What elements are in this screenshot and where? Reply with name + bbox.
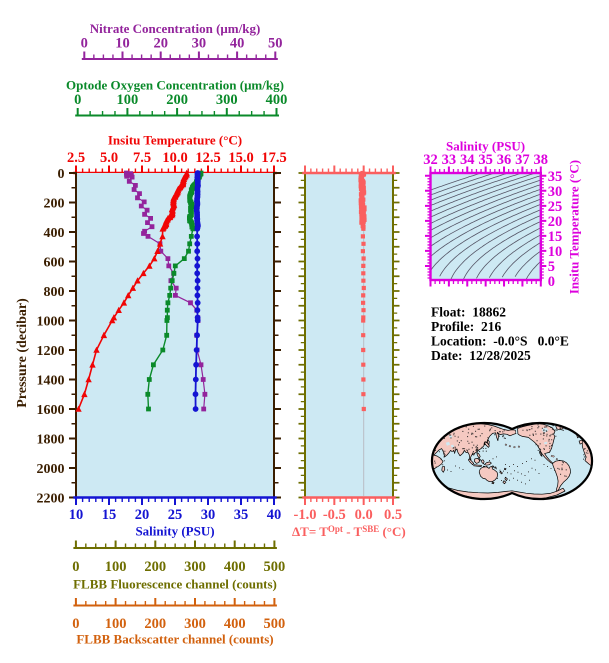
svg-text:0: 0	[81, 36, 88, 52]
svg-text:15: 15	[102, 507, 117, 523]
svg-text:0: 0	[72, 616, 79, 632]
svg-text:1000: 1000	[37, 315, 65, 330]
svg-text:10: 10	[69, 507, 84, 523]
svg-text:0: 0	[548, 274, 555, 290]
svg-text:ΔT= TOpt - TSBE (°C): ΔT= TOpt - TSBE (°C)	[292, 524, 406, 539]
svg-text:0: 0	[72, 559, 79, 575]
svg-text:33: 33	[442, 152, 457, 168]
svg-text:40: 40	[230, 36, 245, 52]
svg-text:Date: 12/28/2025: Date: 12/28/2025	[431, 348, 531, 363]
svg-text:34: 34	[460, 152, 475, 168]
svg-text:5.0: 5.0	[100, 150, 118, 166]
svg-text:100: 100	[105, 616, 127, 632]
svg-text:1600: 1600	[37, 403, 65, 418]
svg-text:0.5: 0.5	[384, 507, 402, 523]
svg-text:500: 500	[264, 559, 286, 575]
svg-text:30: 30	[548, 184, 563, 200]
svg-text:20: 20	[135, 507, 150, 523]
svg-text:17.5: 17.5	[261, 150, 286, 166]
svg-text:25: 25	[168, 507, 183, 523]
svg-text:Float: 18862: Float: 18862	[431, 305, 506, 320]
svg-text:2000: 2000	[37, 462, 65, 477]
svg-text:Salinity (PSU): Salinity (PSU)	[446, 139, 525, 154]
svg-text:800: 800	[44, 285, 65, 300]
svg-text:-1.0: -1.0	[294, 507, 317, 523]
svg-text:32: 32	[423, 152, 438, 168]
svg-text:2200: 2200	[37, 492, 65, 507]
svg-text:37: 37	[515, 152, 530, 168]
svg-text:10: 10	[115, 36, 130, 52]
svg-text:300: 300	[216, 92, 238, 108]
svg-text:200: 200	[166, 92, 188, 108]
svg-text:30: 30	[192, 36, 207, 52]
svg-text:1800: 1800	[37, 433, 65, 448]
svg-text:FLBB Fluorescence channel (cou: FLBB Fluorescence channel (counts)	[73, 577, 277, 592]
svg-text:0.0: 0.0	[355, 507, 373, 523]
svg-text:12.5: 12.5	[195, 150, 220, 166]
svg-text:0: 0	[58, 167, 65, 182]
svg-text:50: 50	[268, 36, 283, 52]
svg-text:7.5: 7.5	[133, 150, 151, 166]
svg-text:20: 20	[153, 36, 168, 52]
svg-text:25: 25	[548, 199, 563, 215]
svg-text:200: 200	[144, 616, 166, 632]
svg-text:35: 35	[478, 152, 493, 168]
svg-text:1200: 1200	[37, 344, 65, 359]
svg-text:100: 100	[117, 92, 139, 108]
svg-text:-0.5: -0.5	[323, 507, 346, 523]
svg-text:35: 35	[234, 507, 249, 523]
svg-text:5: 5	[548, 259, 555, 275]
svg-text:Insitu Temperature (°C): Insitu Temperature (°C)	[108, 133, 242, 148]
svg-text:15: 15	[548, 229, 563, 245]
svg-text:FLBB Backscatter channel (coun: FLBB Backscatter channel (counts)	[76, 632, 273, 647]
svg-text:400: 400	[224, 616, 246, 632]
svg-text:400: 400	[224, 559, 246, 575]
svg-text:Optode Oxygen Concentration (μ: Optode Oxygen Concentration (μm/kg)	[66, 78, 284, 93]
svg-text:200: 200	[44, 197, 65, 212]
svg-text:Profile: 216: Profile: 216	[431, 319, 501, 334]
svg-text:400: 400	[44, 226, 65, 241]
svg-text:40: 40	[267, 507, 282, 523]
svg-text:Location: -0.0°S 0.0°E: Location: -0.0°S 0.0°E	[431, 334, 569, 349]
svg-text:36: 36	[497, 152, 512, 168]
svg-text:10.0: 10.0	[162, 150, 187, 166]
svg-text:15.0: 15.0	[228, 150, 253, 166]
svg-text:600: 600	[44, 256, 65, 271]
svg-text:Insitu Temperature (°C): Insitu Temperature (°C)	[567, 160, 582, 294]
svg-text:100: 100	[105, 559, 127, 575]
svg-text:Pressure (decibar): Pressure (decibar)	[15, 298, 30, 408]
svg-text:300: 300	[184, 616, 206, 632]
svg-text:Nitrate Concentration (μm/kg): Nitrate Concentration (μm/kg)	[90, 21, 261, 36]
svg-text:1400: 1400	[37, 374, 65, 389]
svg-text:400: 400	[266, 92, 288, 108]
svg-text:10: 10	[548, 244, 563, 260]
svg-text:30: 30	[201, 507, 216, 523]
svg-text:35: 35	[548, 169, 563, 185]
svg-text:Salinity (PSU): Salinity (PSU)	[135, 524, 214, 539]
svg-text:38: 38	[534, 152, 549, 168]
svg-text:20: 20	[548, 214, 563, 230]
svg-text:300: 300	[184, 559, 206, 575]
svg-text:500: 500	[264, 616, 286, 632]
svg-text:0: 0	[74, 92, 81, 108]
svg-text:200: 200	[144, 559, 166, 575]
svg-text:2.5: 2.5	[67, 150, 85, 166]
